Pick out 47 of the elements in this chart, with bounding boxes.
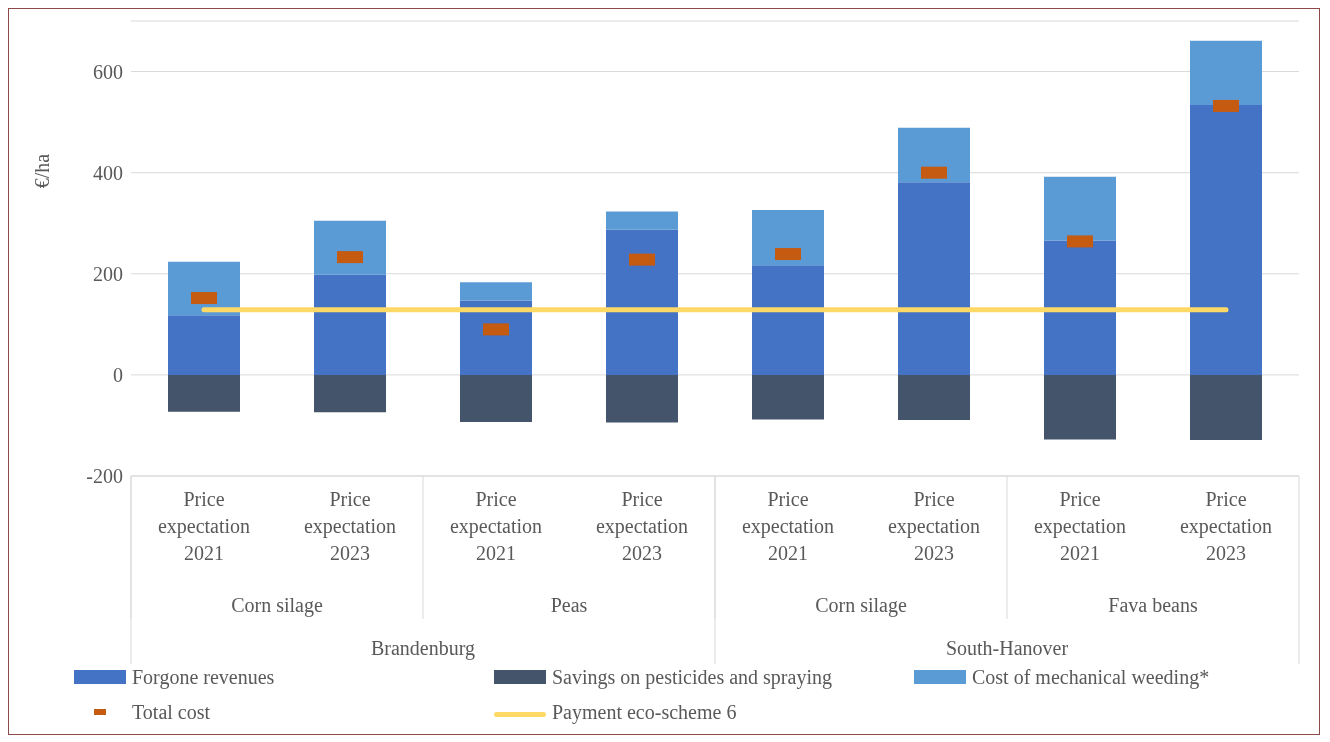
bar	[752, 374, 824, 420]
text: Brandenburg	[370, 637, 476, 660]
x-tick-label: Price expectation 2021	[741, 488, 835, 564]
bar	[1044, 176, 1116, 241]
y-tick-label: 200	[93, 262, 123, 285]
legend-label: Forgone revenues	[131, 666, 276, 689]
text: Fava beans	[1108, 594, 1198, 616]
x-tick-label: Price expectation 2021	[1033, 488, 1127, 564]
bar	[898, 127, 970, 183]
x-tick-label: Price expectation 2021	[157, 488, 251, 564]
bar	[314, 274, 386, 375]
bar	[1044, 374, 1116, 440]
legend-label: Payment eco-scheme 6	[551, 701, 738, 724]
x-tick-label: Price expectation 2023	[303, 488, 397, 564]
bar	[606, 211, 678, 230]
bar	[1190, 374, 1262, 441]
x-tick-label: Price expectation 2023	[1179, 488, 1273, 564]
legend-label: Savings on pesticides and spraying	[551, 666, 833, 689]
y-tick-label: 0	[113, 363, 123, 386]
bar	[1190, 104, 1262, 375]
text: South-Hanover	[945, 637, 1069, 659]
y-tick-label: 400	[93, 161, 123, 184]
legend-label: Total cost	[131, 701, 212, 724]
bar	[460, 282, 532, 301]
bar	[898, 182, 970, 375]
text: Corn silage	[815, 594, 907, 617]
bar	[752, 265, 824, 375]
bar	[752, 210, 824, 266]
bar	[1190, 40, 1262, 105]
x-tick-label: Price expectation 2023	[595, 488, 689, 564]
y-tick-label: 600	[93, 60, 123, 83]
bar	[606, 229, 678, 375]
bar	[168, 374, 240, 412]
bar	[314, 374, 386, 413]
x-tick-label: Price expectation 2023	[887, 488, 981, 564]
bar	[314, 220, 386, 275]
x-tick-label: Price expectation 2021	[449, 488, 543, 564]
legend-label: Cost of mechanical weeding*	[971, 666, 1211, 689]
y-tick-label: -200	[86, 465, 123, 488]
text: Peas	[550, 594, 588, 616]
bar	[460, 374, 532, 422]
bar	[606, 374, 678, 423]
y-axis-title: €/ha	[31, 153, 53, 189]
bar	[1044, 240, 1116, 375]
bar	[168, 315, 240, 375]
bar	[898, 374, 970, 420]
text: Corn silage	[231, 594, 323, 617]
